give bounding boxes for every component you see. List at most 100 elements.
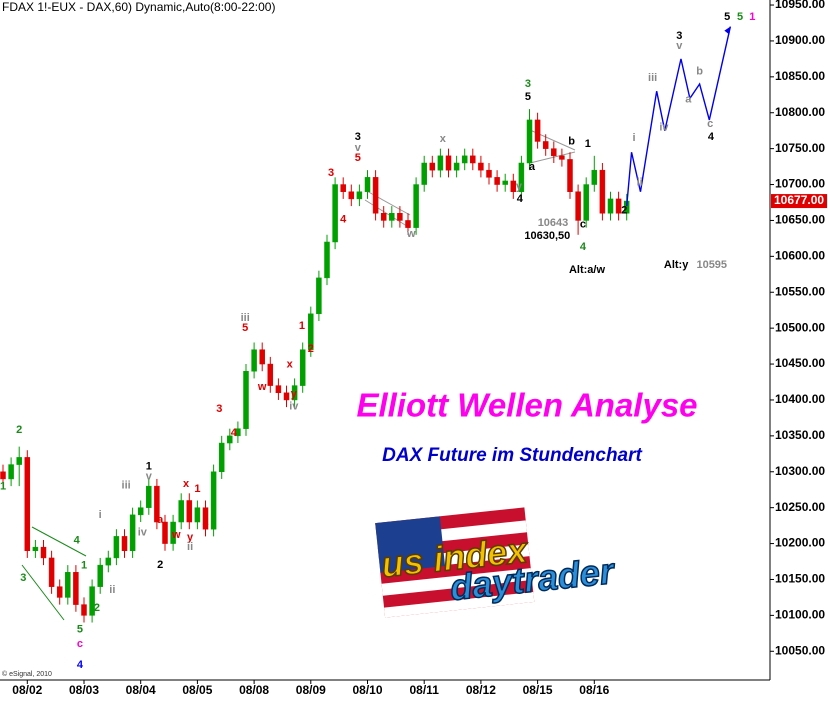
wave-label: iv: [659, 122, 669, 134]
wave-label: 3: [20, 572, 26, 584]
candle-body: [413, 184, 419, 228]
candle-body: [316, 277, 322, 315]
wave-label: 3: [676, 30, 682, 42]
y-tick-label: 10550.00: [775, 284, 825, 298]
candle-body: [486, 169, 492, 178]
candle-body: [154, 485, 160, 523]
wave-label: x: [287, 359, 294, 371]
candle-body: [615, 198, 622, 214]
wave-label: 5: [77, 624, 83, 636]
candle-body: [227, 435, 233, 444]
candle-body: [218, 442, 225, 473]
candle-body: [526, 119, 533, 164]
subtitle: DAX Future im Stundenchart: [382, 445, 642, 466]
credit: © eSignal, 2010: [2, 670, 52, 678]
candle-body: [243, 370, 249, 429]
wave-label: iii: [122, 479, 131, 491]
candle-body: [356, 191, 363, 200]
candle-body: [275, 385, 282, 394]
wave-label: y: [516, 181, 523, 193]
x-tick-label: 08/12: [466, 683, 496, 697]
candle-body: [235, 428, 241, 437]
wave-label: 5: [724, 11, 730, 23]
y-tick-label: 10900.00: [775, 33, 825, 47]
x-tick-label: 08/11: [410, 683, 440, 697]
wave-label: w: [171, 529, 181, 541]
wave-label: 1: [585, 138, 591, 150]
candle-body: [559, 155, 565, 160]
wave-label: x: [440, 133, 447, 145]
wave-label: i: [99, 509, 102, 521]
candle-body: [332, 184, 338, 243]
wave-label: iv: [289, 400, 299, 412]
chart-title: FDAX 1!-EUX - DAX,60) Dynamic,Auto(8:00-…: [2, 0, 275, 14]
x-tick-label: 08/15: [523, 683, 553, 697]
candle-body: [291, 385, 298, 401]
wave-label: 5: [737, 11, 743, 23]
wave-label: 2: [94, 602, 100, 614]
y-tick-label: 10350.00: [775, 428, 825, 442]
y-tick-label: 10850.00: [775, 69, 825, 83]
x-tick-label: 08/16: [579, 683, 609, 697]
last-price-label: 10677.00: [774, 193, 824, 207]
candle-body: [583, 184, 589, 221]
candle-body: [105, 557, 112, 566]
candle-body: [397, 213, 403, 221]
y-tick-label: 10800.00: [775, 105, 825, 119]
wave-label: iv: [138, 527, 148, 539]
candle-body: [170, 521, 176, 544]
candle-body: [461, 155, 468, 164]
candle-body: [348, 191, 355, 200]
wave-label: 10630,50: [524, 230, 570, 242]
wave-label: ii: [109, 584, 115, 596]
wave-label: a: [157, 514, 164, 526]
wave-label: 3: [328, 167, 334, 179]
candle-body: [445, 155, 452, 171]
candle-body: [48, 557, 55, 587]
wave-label: 3: [216, 403, 222, 415]
y-tick-label: 10400.00: [775, 392, 825, 406]
candle-body: [429, 162, 436, 171]
x-tick-label: 08/08: [239, 683, 269, 697]
y-tick-label: 10750.00: [775, 141, 825, 155]
wave-label: Alt:a/w: [569, 264, 606, 276]
flag-canton: [375, 516, 446, 573]
flag-stripe: [381, 568, 532, 596]
candle-body: [340, 184, 346, 192]
candle-body: [567, 159, 573, 192]
candle-body: [380, 213, 387, 221]
wave-label: 5: [355, 152, 361, 164]
candle-body: [542, 141, 549, 149]
wave-label: 1: [194, 483, 200, 495]
candle-body: [162, 521, 168, 544]
candle-body: [534, 119, 541, 142]
candle-body: [405, 220, 411, 228]
wave-label: 4: [77, 659, 84, 671]
trend-line: [364, 189, 411, 216]
candle-body: [113, 536, 120, 559]
candle-body: [437, 155, 444, 171]
wave-label: y: [187, 532, 194, 544]
wave-label: y: [291, 388, 298, 400]
trend-line: [31, 526, 87, 557]
y-tick-label: 10300.00: [775, 464, 825, 478]
wave-label: v: [146, 471, 153, 483]
candle-body: [8, 464, 14, 480]
wave-label: v: [676, 40, 683, 52]
candle-body: [299, 349, 306, 386]
y-tick-label: 10700.00: [775, 177, 825, 191]
candle-body: [251, 349, 257, 372]
candle-body: [121, 536, 128, 551]
candle-body: [32, 546, 39, 551]
candle-body: [470, 155, 476, 164]
wave-label: c: [580, 219, 586, 231]
wave-label: a: [685, 94, 692, 106]
candle-body: [129, 514, 136, 551]
candle-body: [56, 586, 63, 598]
y-tick-label: 10650.00: [775, 213, 825, 227]
candle-body: [16, 457, 22, 465]
wave-label: 1: [146, 461, 152, 473]
wave-label: 3: [525, 78, 531, 90]
x-tick-label: 08/05: [182, 683, 212, 697]
